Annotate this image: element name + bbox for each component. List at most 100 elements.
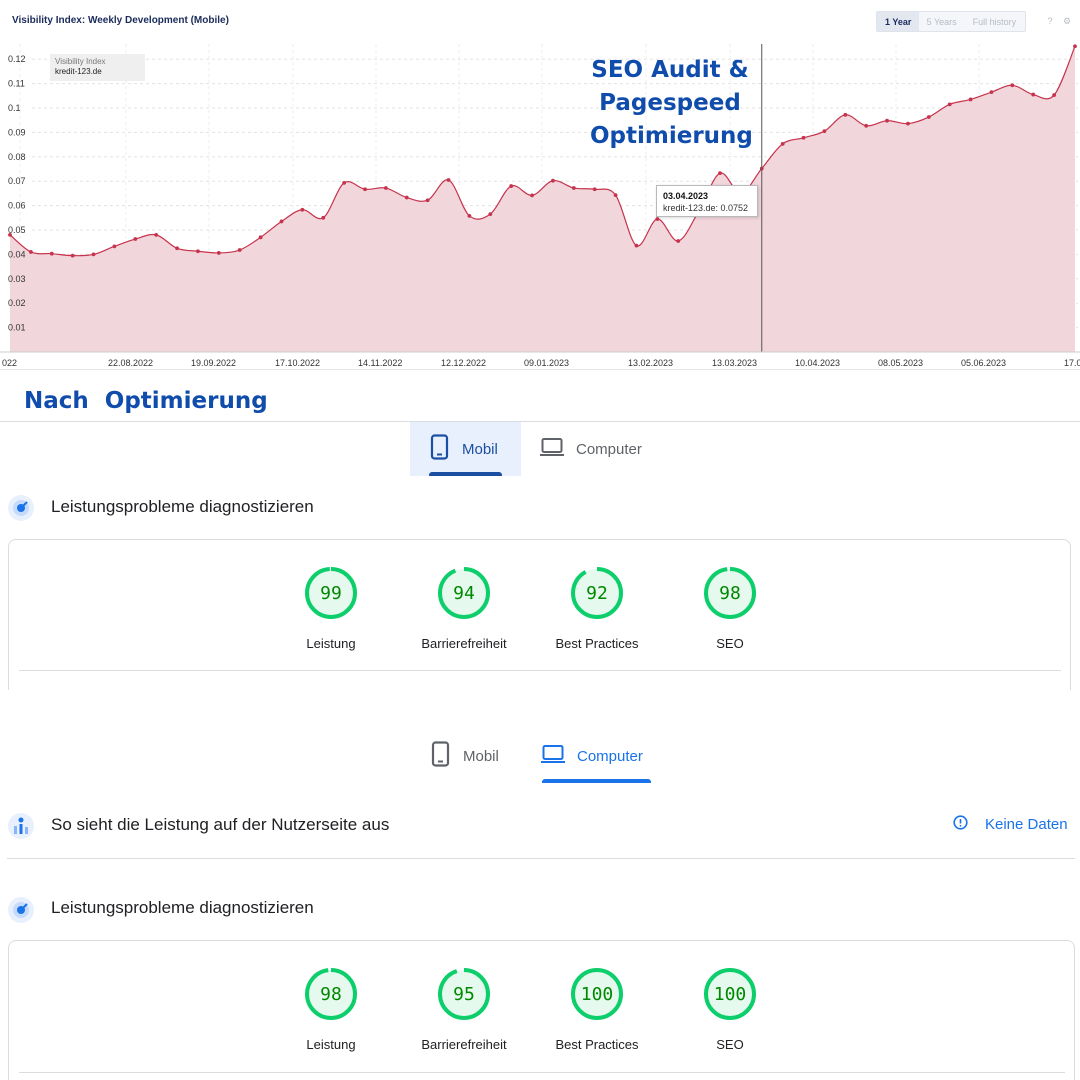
tab-underline <box>429 472 502 476</box>
y-tick-label: 0.04 <box>8 249 26 259</box>
data-point <box>383 186 388 190</box>
data-point <box>467 213 472 218</box>
mobile-scores-card: 99 Leistung 94 Barrierefreiheit 92 Best Pract… <box>8 539 1071 709</box>
card-divider <box>19 1072 1065 1073</box>
y-tick-label: 0.01 <box>8 323 26 333</box>
data-point <box>216 251 221 255</box>
visibility-chart[interactable]: 0.01 0.02 0.03 0.04 0.05 0.06 0.07 0.08 0.09 0.1 0… <box>0 4 1080 370</box>
y-tick-label: 0.11 <box>8 79 25 89</box>
data-point <box>864 123 869 128</box>
score-ring: 95 <box>438 968 490 1020</box>
diagnostics-icon <box>7 494 35 522</box>
score-ring: 100 <box>704 968 756 1020</box>
data-point <box>634 243 639 248</box>
data-point <box>843 112 848 117</box>
laptop-icon <box>540 437 564 461</box>
y-tick-label: 0.03 <box>8 274 26 284</box>
chart-legend: Visibility Index kredit-123.de <box>50 54 145 81</box>
score-label: Leistung <box>306 636 356 651</box>
x-tick-label: 12.12.2022 <box>441 358 486 368</box>
score-gauge[interactable]: 98 SEO <box>670 565 790 651</box>
active-tab-background <box>410 422 521 476</box>
tab-desktop[interactable]: Computer <box>541 729 643 783</box>
tab-desktop-label: Computer <box>576 440 642 458</box>
data-point <box>718 171 722 176</box>
chart-annotation: SEO Audit & Pagespeed Optimierung <box>590 54 753 153</box>
score-value: 98 <box>320 984 342 1005</box>
x-tick-label: 08.05.2023 <box>878 358 923 368</box>
data-point <box>8 232 12 237</box>
data-point <box>49 251 54 256</box>
score-ring: 98 <box>305 968 357 1020</box>
score-gauge[interactable]: 100 Best Practices <box>537 966 657 1052</box>
score-value: 100 <box>714 984 747 1005</box>
data-point <box>28 250 33 254</box>
y-tick-label: 0.06 <box>8 201 26 211</box>
info-icon <box>953 815 968 834</box>
data-point <box>363 187 367 192</box>
y-tick-label: 0.08 <box>8 152 26 162</box>
score-value: 92 <box>586 583 608 604</box>
score-gauge[interactable]: 100 SEO <box>670 966 790 1052</box>
x-tick-label: 09.01.2023 <box>524 358 569 368</box>
score-gauge[interactable]: 94 Barrierefreiheit <box>404 565 524 651</box>
data-point <box>551 178 555 183</box>
data-point <box>258 235 263 240</box>
help-icon[interactable]: ? <box>1047 16 1053 26</box>
data-point <box>154 232 159 237</box>
x-tick-label: 17.07.2023 <box>1064 358 1080 368</box>
score-ring: 94 <box>438 567 490 619</box>
score-label: SEO <box>716 1037 744 1052</box>
data-point <box>300 207 305 212</box>
no-data-label: Keine Daten <box>985 816 1068 833</box>
data-point <box>237 248 242 252</box>
gear-icon[interactable]: ⚙ <box>1062 16 1072 26</box>
tabs-top-border <box>0 421 1080 422</box>
chart-tooltip: 03.04.2023 kredit-123.de: 0.0752 <box>656 185 758 217</box>
range-5-years-button[interactable]: 5 Years <box>926 16 957 27</box>
tab-mobile[interactable]: Mobil <box>431 729 499 783</box>
y-tick-label: 0.12 <box>8 54 26 64</box>
series-line <box>9 46 1076 257</box>
data-point <box>801 135 806 140</box>
score-gauge[interactable]: 98 Leistung <box>271 966 391 1052</box>
x-tick-label: 22.08.2022 <box>108 358 153 368</box>
data-point <box>509 184 514 188</box>
data-point <box>91 252 96 257</box>
card-divider <box>19 670 1061 671</box>
data-point <box>989 90 994 95</box>
data-point <box>133 237 138 241</box>
data-point <box>279 219 284 224</box>
no-data-link[interactable]: Keine Daten <box>953 815 1068 834</box>
data-point <box>342 181 347 185</box>
data-point <box>968 97 973 102</box>
annotation-line: Pagespeed <box>599 90 741 116</box>
field-data-icon <box>7 812 35 840</box>
series-area <box>10 46 1075 352</box>
score-label: Best Practices <box>555 636 639 651</box>
data-point <box>530 193 534 198</box>
score-gauge[interactable]: 99 Leistung <box>271 565 391 651</box>
legend-domain: kredit-123.de <box>55 67 102 76</box>
y-tick-label: 0.07 <box>8 176 26 186</box>
data-point <box>196 249 200 254</box>
data-point <box>780 141 785 146</box>
tab-desktop[interactable]: Computer <box>540 422 642 476</box>
score-gauge[interactable]: 92 Best Practices <box>537 565 657 651</box>
diagnostics-title: Leistungsprobleme diagnostizieren <box>51 497 314 516</box>
panel-gap <box>0 690 1080 730</box>
score-value: 99 <box>320 583 342 604</box>
range-1-year-button[interactable]: 1 Year <box>877 12 920 31</box>
range-full-history-button[interactable]: Full history <box>972 16 1017 27</box>
data-point <box>655 217 660 221</box>
score-label: Best Practices <box>555 1037 639 1052</box>
x-tick-label: 13.03.2023 <box>712 358 757 368</box>
tooltip-date: 03.04.2023 <box>663 191 709 201</box>
legend-title: Visibility Index <box>55 57 106 66</box>
data-point <box>488 212 493 217</box>
visibility-chart-panel: 0.01 0.02 0.03 0.04 0.05 0.06 0.07 0.08 0.09 0.1 0… <box>0 4 1080 370</box>
x-tick-label: 05.06.2023 <box>961 358 1006 368</box>
data-point <box>404 195 409 200</box>
tab-mobile[interactable]: Mobil <box>430 422 498 476</box>
score-gauge[interactable]: 95 Barrierefreiheit <box>404 966 524 1052</box>
